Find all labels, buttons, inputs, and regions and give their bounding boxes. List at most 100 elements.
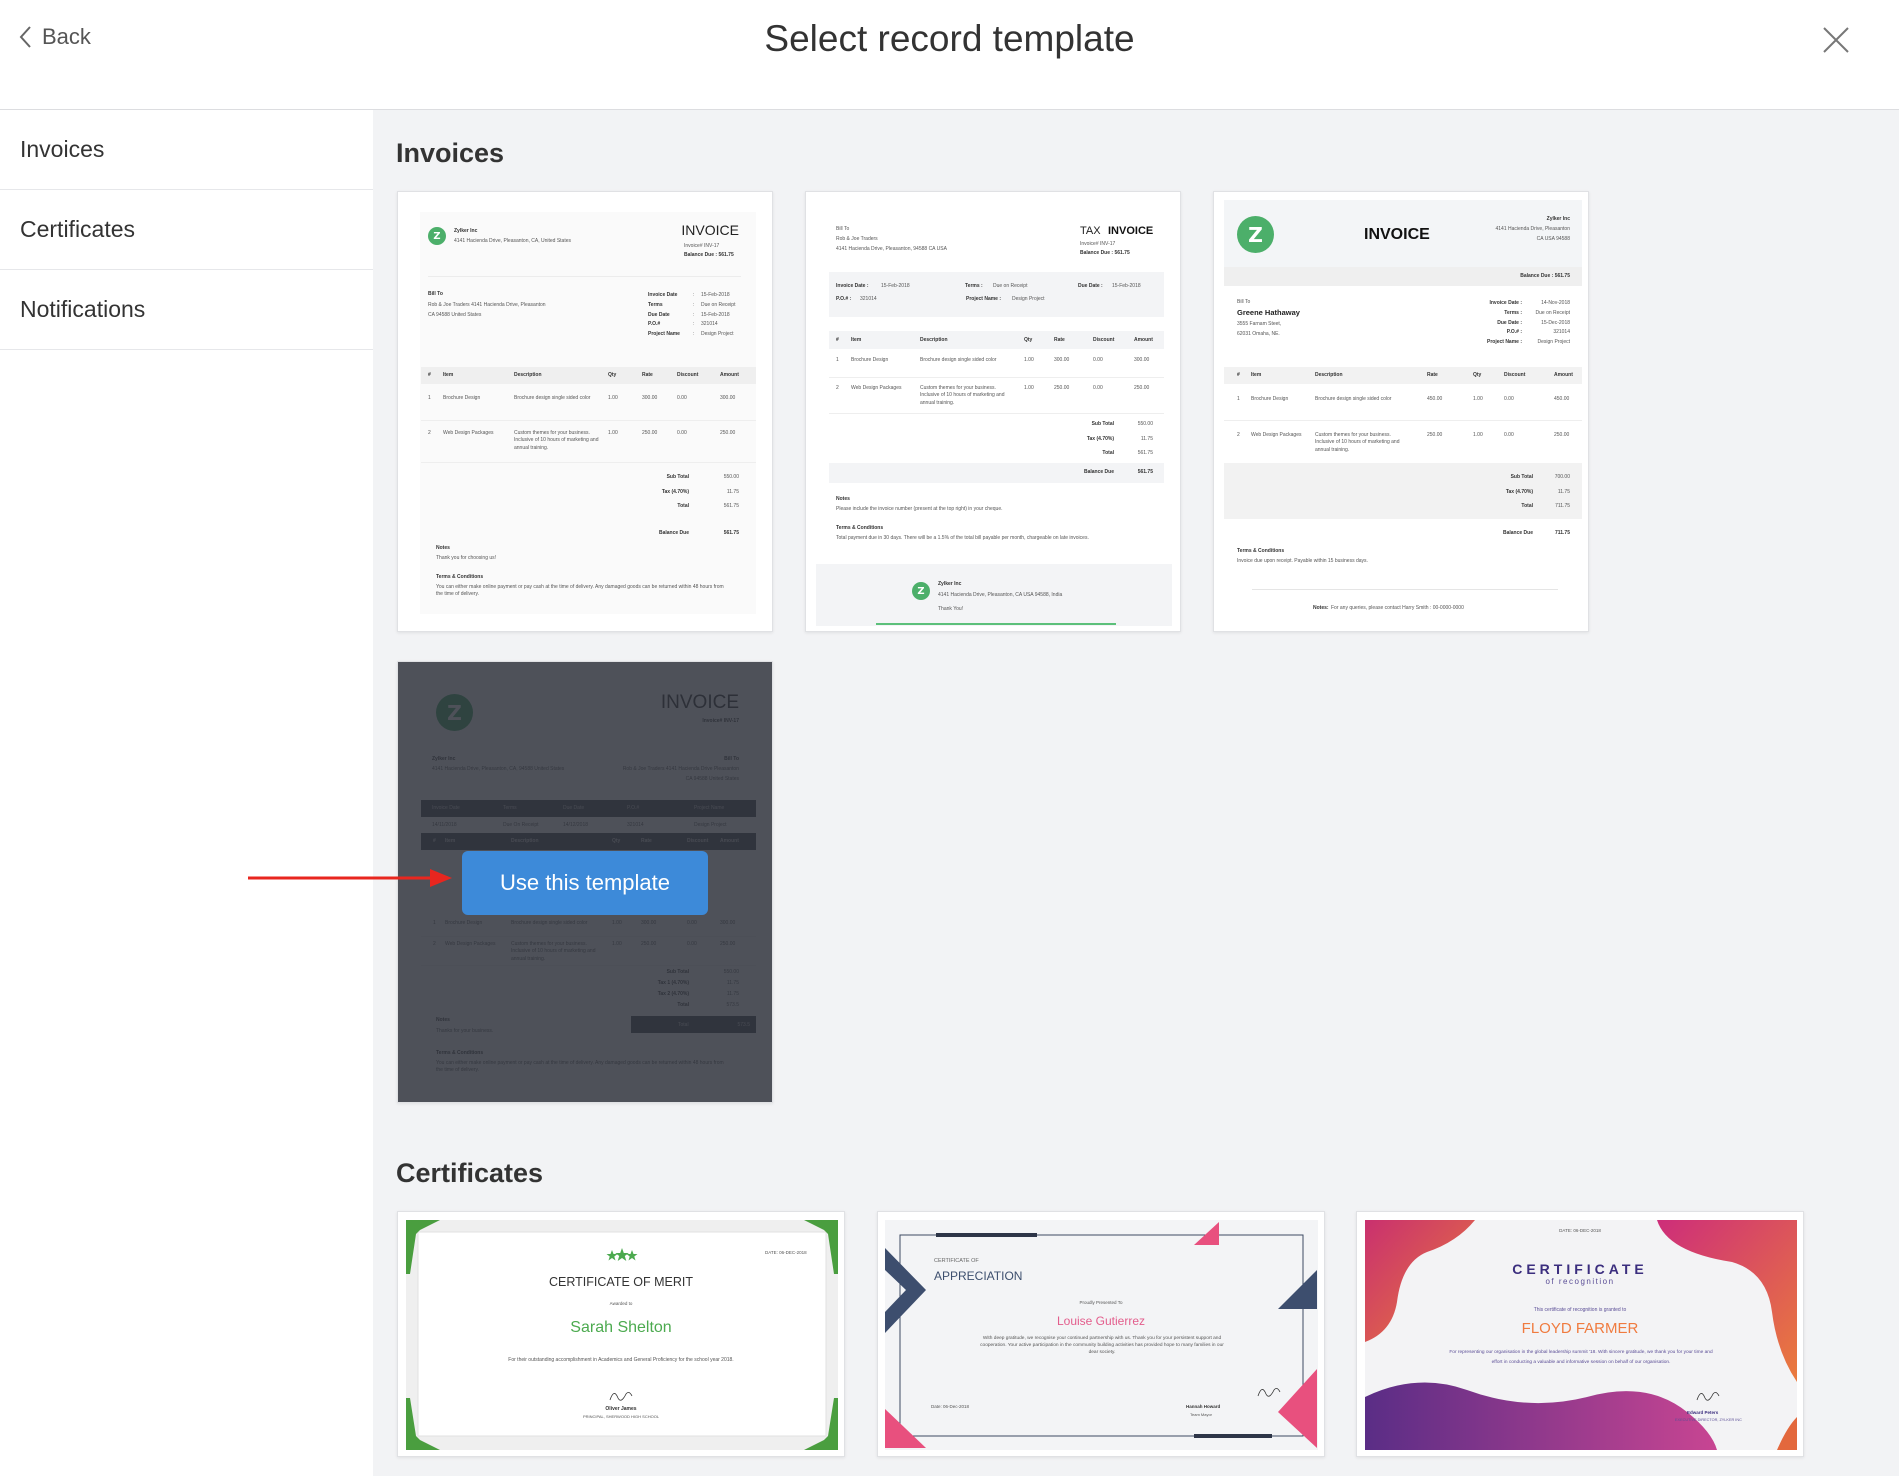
thumb-text: Louise Gutierrez: [1056, 1314, 1146, 1328]
thumb-text: Custom themes for your business. Inclusi…: [1315, 432, 1400, 453]
thumb-text: 711.75: [1555, 503, 1570, 510]
thumb-text: Balance Due : 561.75: [684, 252, 734, 258]
thumb-text: Web Design Packages: [443, 430, 494, 436]
thumb-text: Discount: [1093, 337, 1115, 343]
thumb-text: Custom themes for your business. Inclusi…: [920, 385, 1005, 406]
thumb-text: Due Date :: [1078, 283, 1103, 289]
thumb-text: CERTIFICATE: [1512, 1261, 1648, 1277]
thumb-text: P.O.# :: [836, 296, 852, 302]
balance-band: [1224, 267, 1582, 286]
thumb-text: Invoice Date: [648, 292, 678, 298]
thumb-text: Brochure Design: [1251, 396, 1289, 402]
thumb-text: Thank You!: [938, 606, 964, 612]
thumb-text: 250.00: [1054, 385, 1070, 391]
thumb-text: 250.00: [1427, 432, 1443, 438]
thumb-text: Qty: [608, 372, 617, 378]
thumb-text: 1.00: [1024, 357, 1034, 363]
thumb-text: 62031 Omaha, NE.: [1237, 331, 1280, 337]
invoice-template-card[interactable]: Z Zylker Inc 4141 Hacienda Drive, Pleasant…: [397, 191, 773, 632]
divider: [829, 377, 1164, 378]
thumb-text: 3555 Farnam Steet,: [1237, 321, 1282, 327]
thumb-text: Invoice due upon receipt. Payable within…: [1237, 558, 1368, 564]
thumb-text: EXECUTIVE DIRECTOR, ZYLKER INC: [1675, 1418, 1742, 1422]
certificate-border-decoration: [1365, 1220, 1797, 1450]
thumb-text: 4141 Hacienda Drive, Pleasanton: [1495, 226, 1571, 232]
thumb-text: Thank you for choosing us!: [436, 555, 497, 561]
thumb-text: 250.00: [642, 430, 658, 436]
thumb-text: Bill To: [836, 226, 850, 232]
thumb-text: Description: [1315, 372, 1343, 378]
thumb-text: Custom themes for your business. Inclusi…: [514, 430, 599, 451]
close-icon[interactable]: [1820, 24, 1852, 56]
thumb-text: Balance Due: [658, 530, 689, 536]
thumb-text: Item: [851, 337, 862, 343]
thumb-text: Bill To: [1237, 299, 1251, 305]
thumb-text: Description: [920, 337, 948, 343]
thumb-text: Notes: [836, 496, 850, 502]
thumb-text: Project Name: [648, 331, 680, 338]
thumb-text: Date: 06-Dec-2018: [931, 1404, 970, 1409]
back-button[interactable]: Back: [18, 24, 91, 50]
thumb-text: 4141 Hacienda Drive, Pleasanton, CA USA …: [938, 592, 1063, 598]
thumb-text: 250.00: [1554, 432, 1570, 438]
footer-band: [816, 564, 1172, 626]
invoice-template-card[interactable]: Bill To Rob & Joe Traders 4141 Hacienda Dr…: [805, 191, 1181, 632]
thumb-text: Brochure design single sided color: [1315, 396, 1392, 402]
logo-icon: Z: [912, 582, 930, 600]
certificate-template-card[interactable]: CERTIFICATE OF APPRECIATION Proudly Presen…: [877, 1211, 1325, 1457]
invoice-template-card[interactable]: Z INVOICE Zylker Inc 4141 Hacienda Drive, P…: [1213, 191, 1589, 632]
certificate-template-card[interactable]: DATE: 06-DEC-2018 CERTIFICATE OF MERIT Awa…: [397, 1211, 845, 1457]
thumb-text: Oliver James: [605, 1406, 637, 1412]
thumb-text: CA USA 94588: [1536, 236, 1570, 242]
thumb-text: of recognition: [1545, 1277, 1615, 1286]
thumb-text: 0.00: [677, 395, 687, 401]
sidebar-item-invoices[interactable]: Invoices: [0, 110, 373, 190]
thumb-text: 2: [836, 385, 839, 391]
thumb-text: Web Design Packages: [1251, 432, 1302, 438]
thumb-text: Invoice Date :: [1489, 300, 1522, 306]
thumb-text: 14-Nov-2018: [1541, 300, 1570, 306]
thumb-text: Item: [443, 372, 454, 378]
sidebar-item-certificates[interactable]: Certificates: [0, 190, 373, 270]
sidebar-item-label: Certificates: [20, 216, 136, 242]
section-title-certificates: Certificates: [396, 1158, 544, 1188]
sidebar: Invoices Certificates Notifications: [0, 110, 373, 1476]
thumb-text: 15-Feb-2018: [881, 283, 910, 289]
thumb-text: DATE: 06-DEC-2018: [1559, 1228, 1601, 1233]
thumb-text: INVOICE: [1364, 226, 1430, 243]
thumb-text: Web Design Packages: [851, 385, 902, 391]
certificate-template-card[interactable]: DATE: 06-DEC-2018 CERTIFICATE of recogniti…: [1356, 1211, 1804, 1457]
thumb-text: Description: [514, 372, 542, 378]
thumb-text: Item: [1251, 372, 1262, 378]
thumb-text: Invoice# INV-17: [1080, 241, 1116, 247]
back-label: Back: [42, 24, 91, 49]
chevron-left-icon: [19, 26, 31, 48]
document-page: [420, 212, 756, 614]
table-header: [421, 367, 756, 384]
thumb-text: You can either make online payment or pa…: [436, 584, 724, 598]
logo-icon: Z: [428, 227, 446, 245]
thumb-text: Terms & Conditions: [1237, 548, 1285, 554]
thumb-text: Rate: [1427, 372, 1438, 378]
thumb-text: 0.00: [1504, 432, 1514, 438]
thumb-text: TAX: [1080, 225, 1101, 237]
thumb-text: Discount: [1504, 372, 1526, 378]
thumb-text: Total: [677, 503, 689, 510]
thumb-text: #: [836, 337, 839, 343]
thumb-text: With deep gratitude, we recognise your c…: [980, 1336, 1224, 1355]
thumb-text: Amount: [1134, 337, 1153, 343]
thumb-text: Invoice Date :: [836, 283, 869, 289]
thumb-text: For their outstanding accomplishment in …: [508, 1357, 734, 1363]
thumb-text: 321014: [701, 321, 718, 328]
accent-line: [876, 623, 1116, 625]
sidebar-item-notifications[interactable]: Notifications: [0, 270, 373, 350]
thumb-text: 4141 Hacienda Drive, Pleasanton, CA, Uni…: [454, 238, 572, 244]
thumb-text: CERTIFICATE OF: [934, 1258, 979, 1264]
thumb-text: #: [1237, 372, 1240, 378]
thumb-text: Sub Total: [1510, 474, 1533, 480]
stars-icon: [606, 1248, 638, 1261]
use-this-template-button[interactable]: Use this template: [462, 851, 708, 915]
thumb-text: 2: [428, 430, 431, 436]
thumb-text: 15-Dec-2018: [1541, 319, 1570, 326]
